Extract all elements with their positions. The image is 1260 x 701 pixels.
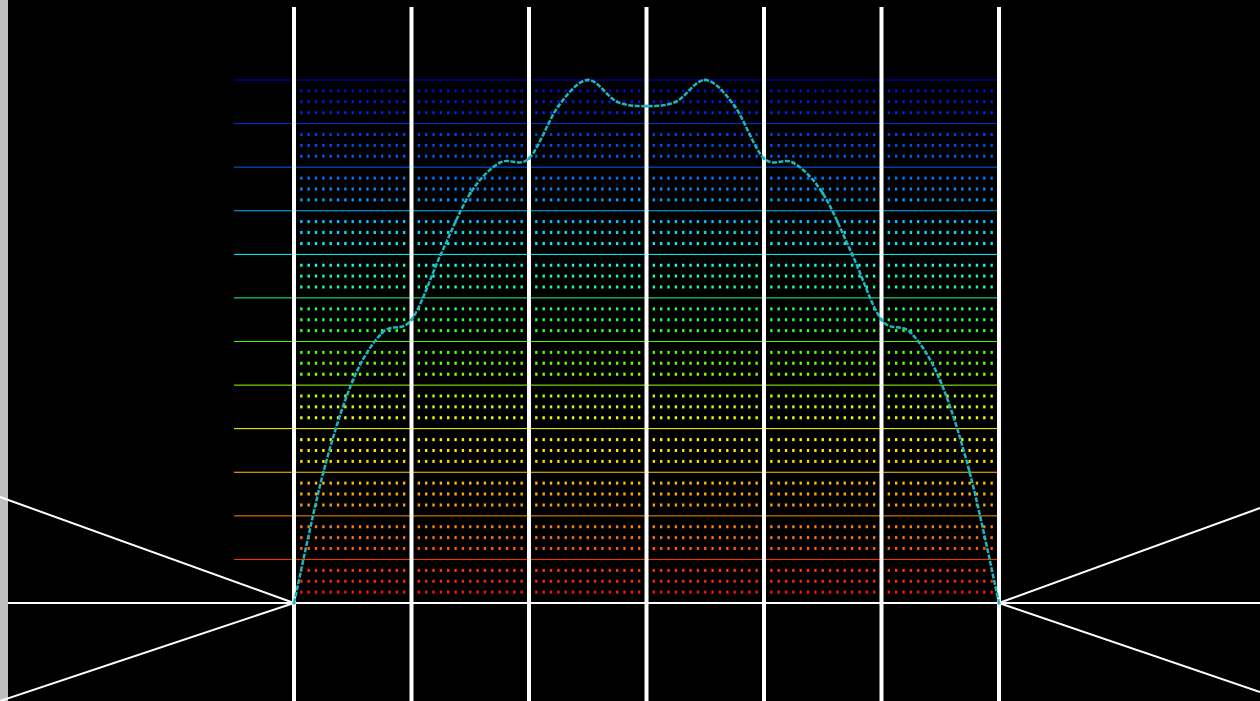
data-point-0-9 — [556, 104, 560, 108]
data-point-0-2 — [351, 379, 355, 383]
vertical-grid-lines — [292, 7, 1001, 701]
data-point-0-8 — [527, 156, 531, 161]
data-point-0-24 — [997, 601, 1001, 605]
horizontal-grid — [234, 79, 999, 604]
left-wedge-lower — [0, 602, 295, 701]
series-line-0 — [292, 78, 1001, 604]
left-wedge-upper — [0, 496, 295, 604]
data-point-0-21 — [909, 331, 913, 335]
data-point-0-23 — [968, 470, 972, 474]
data-point-0-11 — [615, 100, 619, 104]
right-wedge-lower — [998, 602, 1260, 693]
data-point-0-14 — [703, 78, 707, 82]
data-point-0-17 — [791, 161, 795, 165]
data-point-0-18 — [821, 191, 825, 195]
data-point-0-20 — [879, 318, 884, 322]
data-point-0-4 — [409, 318, 414, 322]
data-point-0-6 — [468, 191, 472, 195]
data-point-0-19 — [850, 252, 854, 256]
data-point-0-1 — [321, 470, 325, 474]
data-point-0-0 — [292, 601, 296, 605]
data-point-0-16 — [762, 156, 766, 161]
data-point-0-10 — [586, 78, 590, 82]
data-point-0-15 — [733, 104, 737, 108]
data-point-0-7 — [498, 161, 502, 165]
data-curve — [292, 78, 1001, 605]
perspective-frame — [0, 496, 1260, 701]
right-wedge-upper — [998, 507, 1260, 604]
data-point-0-22 — [938, 379, 942, 383]
data-point-0-13 — [674, 100, 678, 104]
data-point-0-12 — [644, 104, 649, 108]
data-point-0-3 — [380, 331, 384, 335]
data-point-0-5 — [439, 252, 443, 256]
window-edge — [0, 0, 8, 701]
